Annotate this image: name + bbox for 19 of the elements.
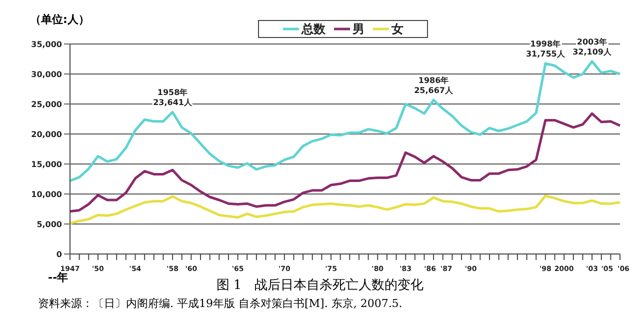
y-tick-label: 25,000 (31, 100, 62, 109)
legend-label: 女 (390, 22, 404, 36)
y-tick-label: 5,000 (36, 220, 62, 229)
legend-label: 总数 (300, 22, 326, 36)
y-tick-label: 15,000 (31, 160, 62, 169)
y-tick-label: 10,000 (31, 190, 62, 199)
text: 图 1 战后日本自杀死亡人数的变化 (216, 278, 424, 293)
line-series (68, 194, 622, 225)
line-series (68, 60, 622, 182)
y-tick-label: 0 (56, 250, 62, 259)
line-series (68, 112, 622, 213)
y-tick-label: 20,000 (31, 130, 62, 139)
text: 资料来源：〔日〕内阁府编. 平成19年版 自杀对策白书[M]. 东京, 2007.5. (38, 296, 402, 311)
y-tick-label: 35,000 (31, 40, 62, 49)
y-axis-title: （单位:人） (30, 12, 90, 27)
x-axis-title: --年 (48, 271, 68, 285)
annotation: 1986年 25,667人 (414, 76, 454, 95)
legend-label: 男 (351, 22, 364, 36)
y-tick-label: 30,000 (31, 70, 62, 79)
